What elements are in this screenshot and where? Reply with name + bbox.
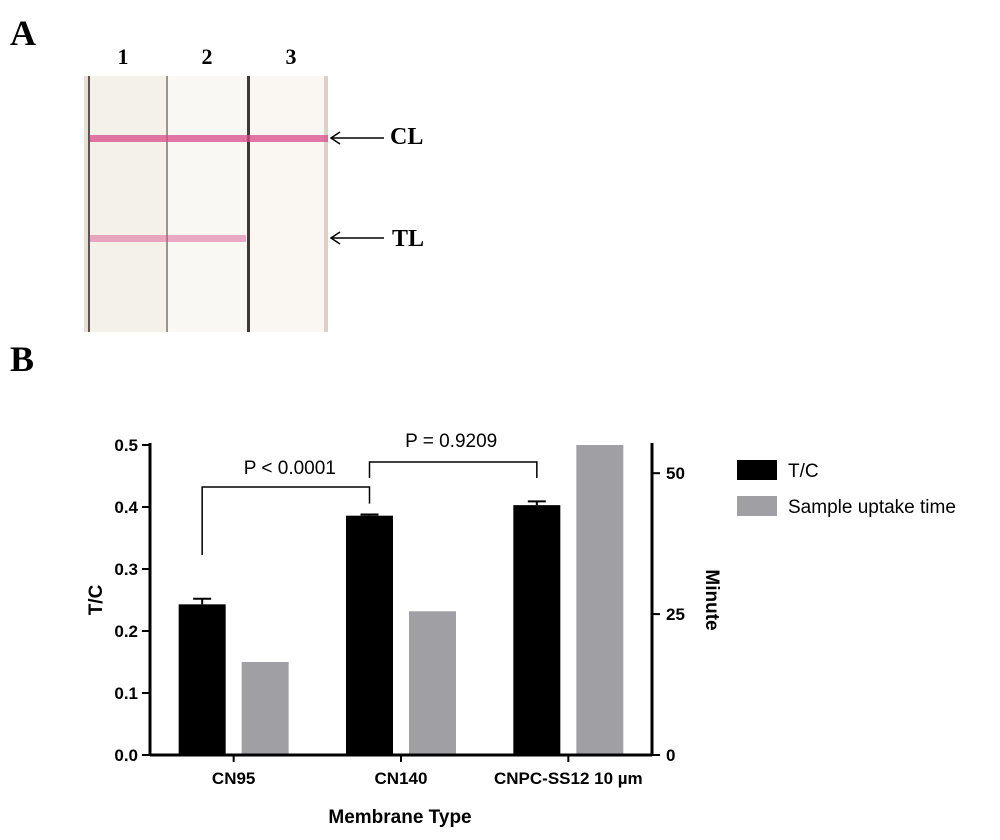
bar-tc-0 (178, 604, 226, 755)
y-tick-label-right-0: 0 (666, 746, 675, 765)
bar-uptake-1 (409, 611, 456, 755)
membrane-chart: 0.0 0.1 0.2 0.3 0.4 0.5 0 25 50 CN95 CN140 CNPC-SS1… (86, 431, 956, 828)
y-tick-label-left-1: 0.1 (114, 684, 138, 703)
legend-swatch-1 (737, 496, 777, 516)
y-tick-label-right-1: 25 (666, 605, 685, 624)
band-arrows (329, 131, 384, 245)
legend-label-1: Sample uptake time (788, 497, 956, 518)
panel-a-label: A (10, 13, 36, 53)
panel-b-label: B (10, 339, 35, 379)
significance-bracket-2 (368, 461, 538, 478)
bar-tc-1 (346, 515, 393, 755)
p-value-label-2: P = 0.9209 (405, 431, 497, 452)
legend-label-0: T/C (788, 461, 819, 482)
lane-number-1: 1 (117, 44, 129, 69)
p-value-label-1: P < 0.0001 (244, 458, 336, 479)
bar-uptake-2 (576, 445, 624, 755)
test-line-label: TL (392, 226, 425, 252)
lane-number-3: 3 (285, 44, 297, 69)
bar-uptake-0 (241, 662, 289, 755)
bar-tc-2 (513, 505, 561, 755)
control-line-label: CL (390, 124, 424, 150)
test-line-band (90, 235, 246, 242)
x-tick-label-0: CN95 (212, 769, 255, 788)
y-tick-label-left-0: 0.0 (114, 746, 138, 765)
x-tick-label-2: CNPC-SS12 10 µm (494, 769, 643, 788)
y-tick-label-left-3: 0.3 (114, 560, 138, 579)
y-axis-title-left: T/C (86, 584, 107, 615)
x-axis-title: Membrane Type (328, 807, 471, 828)
y-tick-label-left-4: 0.4 (114, 498, 138, 517)
x-tick-label-1: CN140 (375, 769, 428, 788)
significance-bracket-1 (201, 486, 371, 555)
test-strip-photo (84, 76, 328, 332)
control-line-band (90, 135, 328, 142)
y-axis-title-right: Minute (701, 569, 722, 630)
lane-number-2: 2 (201, 44, 213, 69)
y-tick-label-right-2: 50 (666, 464, 685, 483)
legend-swatch-0 (737, 460, 777, 480)
y-tick-label-left-2: 0.2 (114, 622, 138, 641)
y-tick-label-left-5: 0.5 (114, 436, 138, 455)
